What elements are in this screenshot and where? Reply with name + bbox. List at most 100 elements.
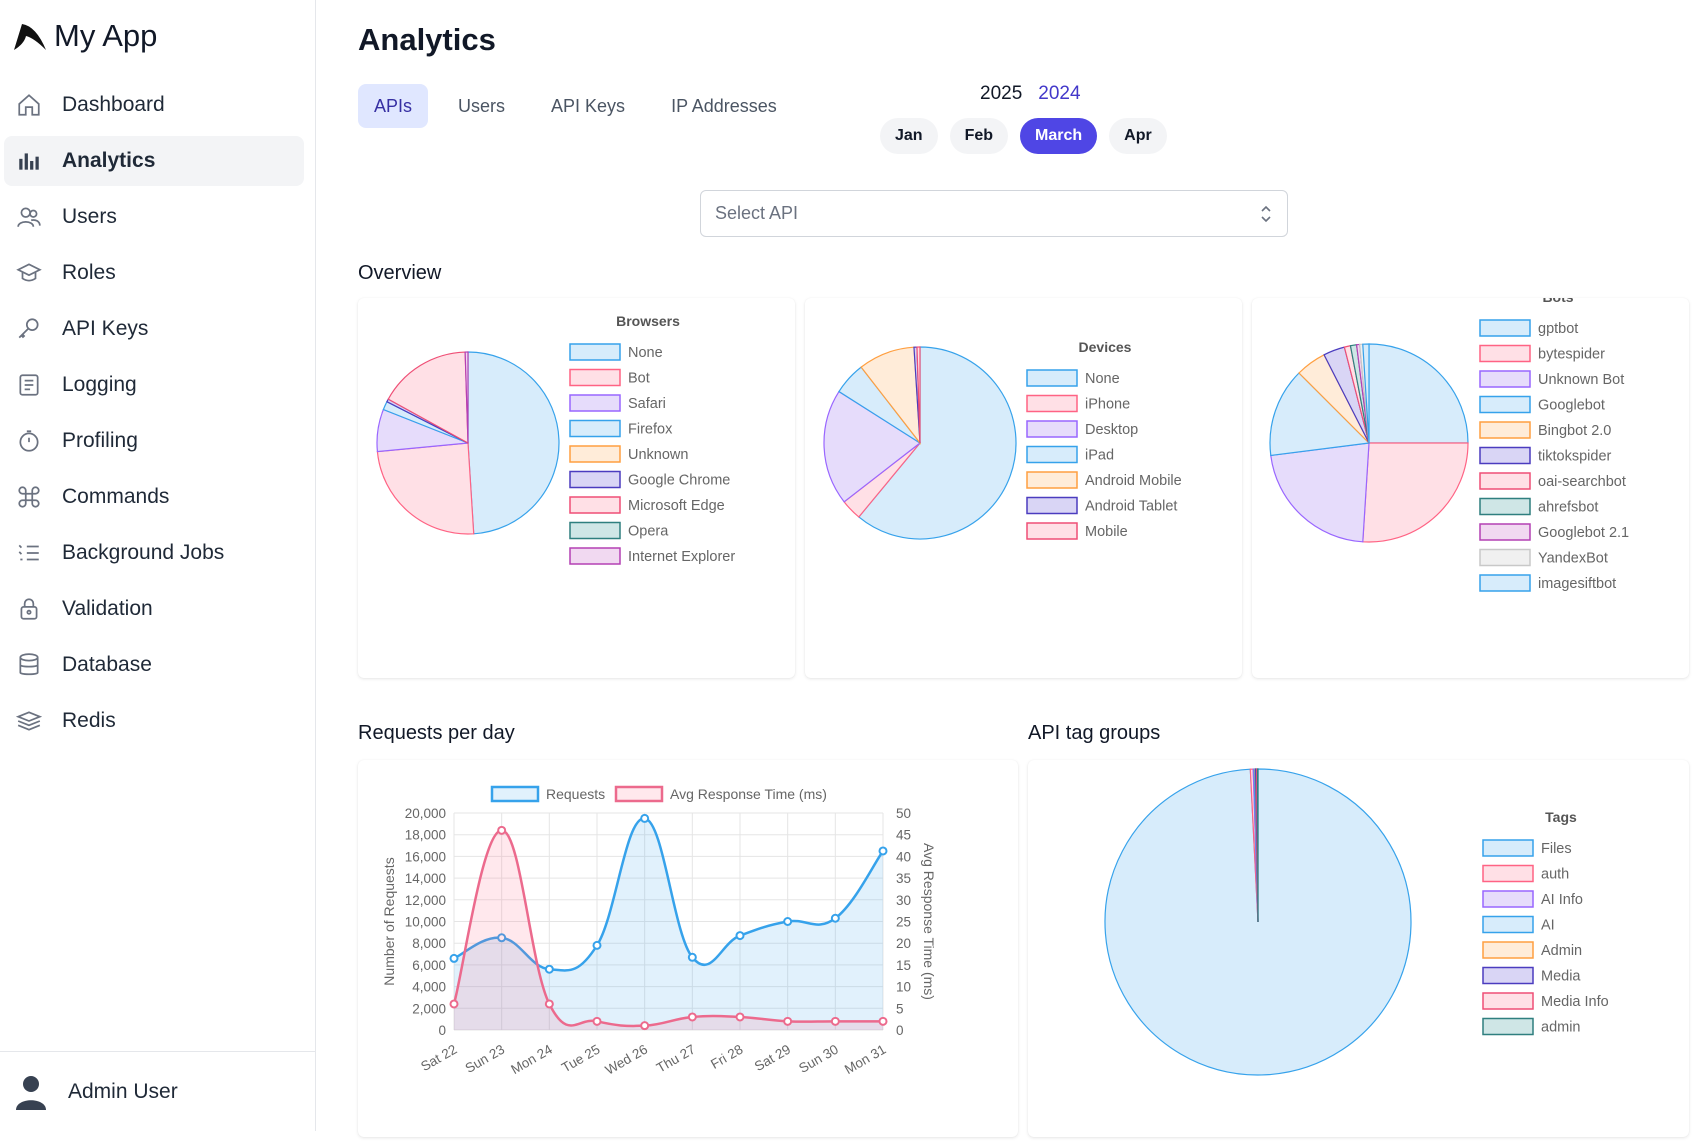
sidebar-item-api-keys[interactable]: API Keys: [4, 304, 304, 354]
data-point-avg-response-time-ms[interactable]: [546, 1000, 553, 1007]
legend-swatch-ipad[interactable]: [1027, 447, 1077, 463]
sidebar-item-analytics[interactable]: Analytics: [4, 136, 304, 186]
sidebar-item-background-jobs[interactable]: Background Jobs: [4, 528, 304, 578]
legend-label-firefox[interactable]: Firefox: [628, 422, 673, 438]
legend-label-desktop[interactable]: Desktop: [1085, 422, 1138, 438]
legend-label-android-tablet[interactable]: Android Tablet: [1085, 499, 1177, 515]
legend-swatch-none[interactable]: [1027, 370, 1077, 386]
legend-label-auth[interactable]: auth: [1541, 867, 1569, 883]
data-point-requests[interactable]: [784, 918, 791, 925]
month-march[interactable]: March: [1020, 118, 1097, 154]
legend-swatch-none[interactable]: [570, 344, 620, 360]
legend-label-opera[interactable]: Opera: [628, 524, 669, 540]
legend-swatch-unknown-bot[interactable]: [1480, 371, 1530, 387]
legend-label-admin[interactable]: admin: [1541, 1020, 1581, 1036]
legend-swatch-tiktokspider[interactable]: [1480, 448, 1530, 464]
pie-slice-unknown-bot[interactable]: [1271, 443, 1369, 542]
legend-label-ipad[interactable]: iPad: [1085, 448, 1114, 464]
data-point-requests[interactable]: [737, 932, 744, 939]
legend-swatch-requests[interactable]: [492, 787, 538, 801]
legend-label-oai-searchbot[interactable]: oai-searchbot: [1538, 474, 1626, 490]
select-api[interactable]: Select API: [700, 190, 1288, 237]
legend-label-avg-response-time-ms[interactable]: Avg Response Time (ms): [670, 786, 827, 802]
legend-swatch-bot[interactable]: [570, 370, 620, 386]
legend-label-bot[interactable]: Bot: [628, 371, 650, 387]
legend-swatch-auth[interactable]: [1483, 866, 1533, 882]
data-point-avg-response-time-ms[interactable]: [498, 827, 505, 834]
data-point-avg-response-time-ms[interactable]: [689, 1013, 696, 1020]
legend-swatch-oai-searchbot[interactable]: [1480, 473, 1530, 489]
legend-label-internet-explorer[interactable]: Internet Explorer: [628, 549, 735, 565]
data-point-avg-response-time-ms[interactable]: [832, 1018, 839, 1025]
legend-label-microsoft-edge[interactable]: Microsoft Edge: [628, 498, 725, 514]
legend-swatch-avg-response-time-ms[interactable]: [616, 787, 662, 801]
legend-label-bytespider[interactable]: bytespider: [1538, 347, 1605, 363]
sidebar-item-validation[interactable]: Validation: [4, 584, 304, 634]
tab-api-keys[interactable]: API Keys: [535, 84, 641, 128]
data-point-avg-response-time-ms[interactable]: [641, 1022, 648, 1029]
legend-label-media[interactable]: Media: [1541, 969, 1581, 985]
pie-slice-bot[interactable]: [377, 443, 473, 534]
legend-label-gptbot[interactable]: gptbot: [1538, 321, 1578, 337]
year-2025[interactable]: 2025: [980, 83, 1022, 105]
legend-label-requests[interactable]: Requests: [546, 786, 605, 802]
data-point-requests[interactable]: [880, 847, 887, 854]
legend-swatch-ahrefsbot[interactable]: [1480, 499, 1530, 515]
legend-swatch-ai-info[interactable]: [1483, 891, 1533, 907]
legend-swatch-bytespider[interactable]: [1480, 346, 1530, 362]
legend-label-files[interactable]: Files: [1541, 841, 1572, 857]
legend-swatch-admin[interactable]: [1483, 1019, 1533, 1035]
data-point-avg-response-time-ms[interactable]: [784, 1018, 791, 1025]
legend-swatch-android-mobile[interactable]: [1027, 472, 1077, 488]
data-point-avg-response-time-ms[interactable]: [594, 1018, 601, 1025]
data-point-avg-response-time-ms[interactable]: [737, 1013, 744, 1020]
legend-label-admin[interactable]: Admin: [1541, 943, 1582, 959]
legend-swatch-googlebot-2-1[interactable]: [1480, 524, 1530, 540]
legend-label-unknown-bot[interactable]: Unknown Bot: [1538, 372, 1624, 388]
legend-swatch-safari[interactable]: [570, 395, 620, 411]
legend-swatch-microsoft-edge[interactable]: [570, 497, 620, 513]
data-point-requests[interactable]: [832, 915, 839, 922]
data-point-requests[interactable]: [689, 954, 696, 961]
legend-swatch-iphone[interactable]: [1027, 396, 1077, 412]
legend-swatch-mobile[interactable]: [1027, 523, 1077, 539]
legend-label-safari[interactable]: Safari: [628, 396, 666, 412]
legend-swatch-unknown[interactable]: [570, 446, 620, 462]
month-apr[interactable]: Apr: [1109, 118, 1167, 154]
legend-swatch-media[interactable]: [1483, 968, 1533, 984]
current-user[interactable]: Admin User: [0, 1051, 316, 1131]
legend-swatch-opera[interactable]: [570, 523, 620, 539]
sidebar-item-redis[interactable]: Redis: [4, 696, 304, 746]
legend-label-imagesiftbot[interactable]: imagesiftbot: [1538, 576, 1616, 592]
sidebar-item-dashboard[interactable]: Dashboard: [4, 80, 304, 130]
sidebar-item-roles[interactable]: Roles: [4, 248, 304, 298]
sidebar-item-commands[interactable]: Commands: [4, 472, 304, 522]
legend-label-mobile[interactable]: Mobile: [1085, 524, 1128, 540]
pie-slice-none[interactable]: [468, 352, 559, 534]
month-jan[interactable]: Jan: [880, 118, 938, 154]
legend-label-bingbot-2-0[interactable]: Bingbot 2.0: [1538, 423, 1611, 439]
month-feb[interactable]: Feb: [950, 118, 1008, 154]
legend-label-android-mobile[interactable]: Android Mobile: [1085, 473, 1182, 489]
legend-label-ai-info[interactable]: AI Info: [1541, 892, 1583, 908]
pie-slice-bytespider[interactable]: [1363, 443, 1468, 542]
data-point-requests[interactable]: [594, 942, 601, 949]
legend-label-ahrefsbot[interactable]: ahrefsbot: [1538, 500, 1598, 516]
tab-apis[interactable]: APIs: [358, 84, 428, 128]
legend-label-ai[interactable]: AI: [1541, 918, 1555, 934]
legend-label-googlebot[interactable]: Googlebot: [1538, 398, 1605, 414]
legend-swatch-internet-explorer[interactable]: [570, 548, 620, 564]
legend-swatch-ai[interactable]: [1483, 917, 1533, 933]
sidebar-item-database[interactable]: Database: [4, 640, 304, 690]
tab-ip-addresses[interactable]: IP Addresses: [655, 84, 793, 128]
legend-swatch-imagesiftbot[interactable]: [1480, 575, 1530, 591]
sidebar-item-users[interactable]: Users: [4, 192, 304, 242]
data-point-requests[interactable]: [641, 815, 648, 822]
legend-label-unknown[interactable]: Unknown: [628, 447, 688, 463]
data-point-avg-response-time-ms[interactable]: [880, 1018, 887, 1025]
legend-swatch-yandexbot[interactable]: [1480, 550, 1530, 566]
legend-label-none[interactable]: None: [1085, 371, 1120, 387]
legend-swatch-googlebot[interactable]: [1480, 397, 1530, 413]
year-2024[interactable]: 2024: [1038, 83, 1080, 105]
legend-label-tiktokspider[interactable]: tiktokspider: [1538, 449, 1612, 465]
